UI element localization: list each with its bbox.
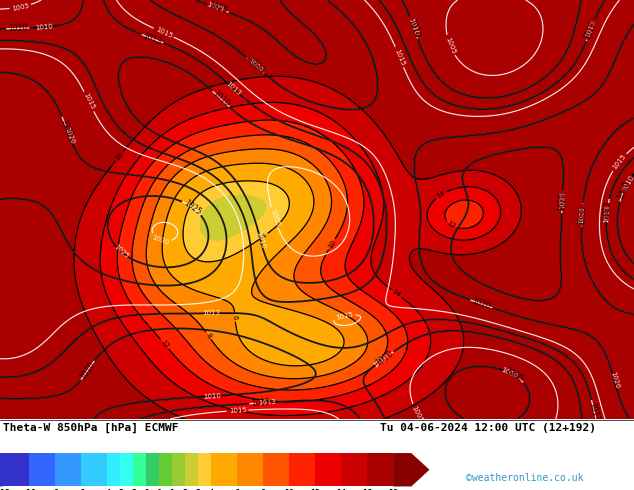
Text: 1013: 1013 bbox=[583, 20, 598, 41]
Text: 1010: 1010 bbox=[621, 173, 634, 192]
Text: 1025: 1025 bbox=[206, 1, 225, 13]
Text: 1013: 1013 bbox=[588, 401, 600, 422]
Text: 1013: 1013 bbox=[142, 31, 163, 47]
Text: 14: 14 bbox=[391, 288, 402, 298]
Text: 1013: 1013 bbox=[257, 399, 276, 406]
Text: ©weatheronline.co.uk: ©weatheronline.co.uk bbox=[466, 473, 583, 483]
Bar bbox=[55, 453, 81, 487]
Text: 1015: 1015 bbox=[154, 26, 173, 39]
Text: 1013: 1013 bbox=[602, 200, 613, 220]
Text: 1010: 1010 bbox=[79, 360, 97, 381]
Text: 1010: 1010 bbox=[373, 349, 394, 368]
Bar bbox=[289, 453, 315, 487]
Text: Theta-W 850hPa [hPa] ECMWF: Theta-W 850hPa [hPa] ECMWF bbox=[3, 422, 179, 433]
Bar bbox=[198, 453, 211, 487]
Text: 1020: 1020 bbox=[58, 117, 74, 138]
Text: 4: 4 bbox=[261, 232, 268, 240]
Bar bbox=[185, 453, 198, 487]
Text: 1010: 1010 bbox=[211, 89, 231, 109]
Text: 1025: 1025 bbox=[207, 1, 228, 16]
Text: 1013: 1013 bbox=[224, 80, 242, 97]
Text: 1025: 1025 bbox=[182, 198, 203, 217]
Text: 8: 8 bbox=[205, 332, 212, 339]
Text: 1013: 1013 bbox=[585, 20, 597, 39]
Text: 1015: 1015 bbox=[82, 92, 96, 111]
Text: 1010: 1010 bbox=[406, 17, 421, 38]
Text: 1010: 1010 bbox=[203, 392, 221, 399]
FancyArrow shape bbox=[393, 453, 429, 487]
Text: 1025: 1025 bbox=[559, 191, 566, 209]
FancyArrow shape bbox=[0, 453, 3, 487]
Text: 1020: 1020 bbox=[609, 371, 619, 390]
Text: 1010: 1010 bbox=[8, 24, 27, 33]
Text: 12: 12 bbox=[446, 220, 456, 230]
Text: 1005: 1005 bbox=[11, 2, 30, 12]
Bar bbox=[3, 453, 29, 487]
Text: 1020: 1020 bbox=[577, 205, 587, 225]
Text: 6: 6 bbox=[232, 315, 238, 320]
Text: 1020: 1020 bbox=[247, 57, 264, 74]
Bar bbox=[315, 453, 341, 487]
Text: 1025: 1025 bbox=[557, 192, 567, 211]
Text: 1020: 1020 bbox=[578, 206, 586, 224]
Bar bbox=[237, 453, 263, 487]
Text: 1010: 1010 bbox=[36, 24, 54, 31]
Bar bbox=[211, 453, 237, 487]
Text: 1020: 1020 bbox=[470, 296, 492, 312]
Text: Tu 04-06-2024 12:00 UTC (12+192): Tu 04-06-2024 12:00 UTC (12+192) bbox=[380, 422, 597, 433]
Bar bbox=[367, 453, 393, 487]
Text: 14: 14 bbox=[436, 190, 446, 200]
Bar bbox=[81, 453, 107, 487]
Text: 1015: 1015 bbox=[611, 153, 627, 171]
Text: 1013: 1013 bbox=[603, 205, 611, 223]
Bar bbox=[172, 453, 185, 487]
Bar bbox=[107, 453, 120, 487]
Text: 1010: 1010 bbox=[372, 353, 390, 368]
Text: 1005: 1005 bbox=[444, 36, 456, 55]
Bar bbox=[159, 453, 172, 487]
Text: 12: 12 bbox=[159, 339, 170, 349]
Text: 1010: 1010 bbox=[616, 180, 631, 201]
Text: 1030: 1030 bbox=[151, 234, 170, 246]
Text: 1015: 1015 bbox=[228, 407, 247, 414]
Text: 1000: 1000 bbox=[500, 366, 519, 379]
Text: 16: 16 bbox=[114, 150, 125, 161]
Text: 1025: 1025 bbox=[112, 244, 129, 260]
Text: 1015: 1015 bbox=[393, 48, 406, 67]
Text: 1000: 1000 bbox=[503, 367, 525, 384]
Text: 1015: 1015 bbox=[335, 311, 354, 321]
Bar bbox=[146, 453, 159, 487]
Bar bbox=[341, 453, 367, 487]
Bar bbox=[29, 453, 55, 487]
Text: 1005: 1005 bbox=[269, 208, 280, 227]
Text: 1013: 1013 bbox=[202, 310, 220, 317]
Bar bbox=[120, 453, 133, 487]
Text: 1013: 1013 bbox=[251, 398, 271, 408]
Text: 1010: 1010 bbox=[408, 17, 419, 36]
Text: 10: 10 bbox=[327, 239, 337, 250]
Text: 1010: 1010 bbox=[256, 230, 266, 249]
Text: 1020: 1020 bbox=[63, 126, 75, 146]
Bar bbox=[263, 453, 289, 487]
Bar bbox=[133, 453, 146, 487]
Text: 1020: 1020 bbox=[245, 56, 266, 75]
Text: 1005: 1005 bbox=[411, 405, 424, 423]
